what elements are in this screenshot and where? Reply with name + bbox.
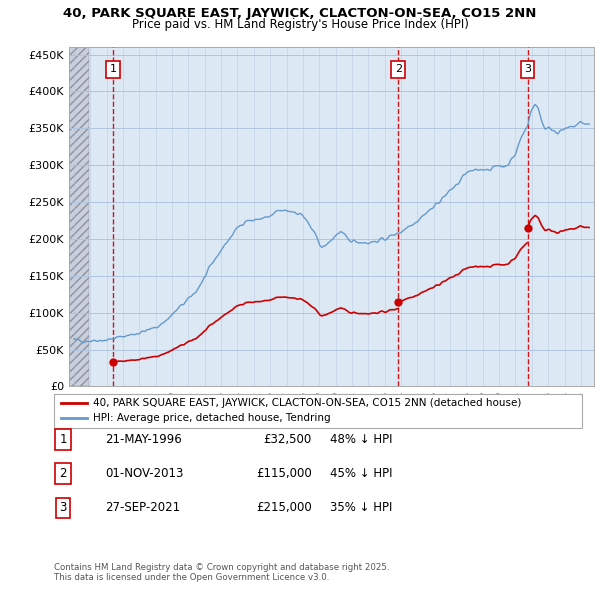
Text: 48% ↓ HPI: 48% ↓ HPI xyxy=(330,433,392,446)
Text: 27-SEP-2021: 27-SEP-2021 xyxy=(105,502,180,514)
Text: 40, PARK SQUARE EAST, JAYWICK, CLACTON-ON-SEA, CO15 2NN (detached house): 40, PARK SQUARE EAST, JAYWICK, CLACTON-O… xyxy=(93,398,521,408)
Text: This data is licensed under the Open Government Licence v3.0.: This data is licensed under the Open Gov… xyxy=(54,573,329,582)
Text: 35% ↓ HPI: 35% ↓ HPI xyxy=(330,502,392,514)
Text: 1: 1 xyxy=(109,64,116,74)
Text: Price paid vs. HM Land Registry's House Price Index (HPI): Price paid vs. HM Land Registry's House … xyxy=(131,18,469,31)
Text: Contains HM Land Registry data © Crown copyright and database right 2025.: Contains HM Land Registry data © Crown c… xyxy=(54,563,389,572)
Text: 3: 3 xyxy=(524,64,531,74)
Text: 01-NOV-2013: 01-NOV-2013 xyxy=(105,467,184,480)
Text: 21-MAY-1996: 21-MAY-1996 xyxy=(105,433,182,446)
Text: HPI: Average price, detached house, Tendring: HPI: Average price, detached house, Tend… xyxy=(93,413,331,423)
Text: 2: 2 xyxy=(395,64,402,74)
Text: 2: 2 xyxy=(59,467,67,480)
Bar xyxy=(69,47,89,386)
Text: £215,000: £215,000 xyxy=(256,502,312,514)
Text: £115,000: £115,000 xyxy=(256,467,312,480)
Text: 40, PARK SQUARE EAST, JAYWICK, CLACTON-ON-SEA, CO15 2NN: 40, PARK SQUARE EAST, JAYWICK, CLACTON-O… xyxy=(64,7,536,20)
Text: 3: 3 xyxy=(59,502,67,514)
Text: 1: 1 xyxy=(59,433,67,446)
Text: £32,500: £32,500 xyxy=(264,433,312,446)
Text: 45% ↓ HPI: 45% ↓ HPI xyxy=(330,467,392,480)
